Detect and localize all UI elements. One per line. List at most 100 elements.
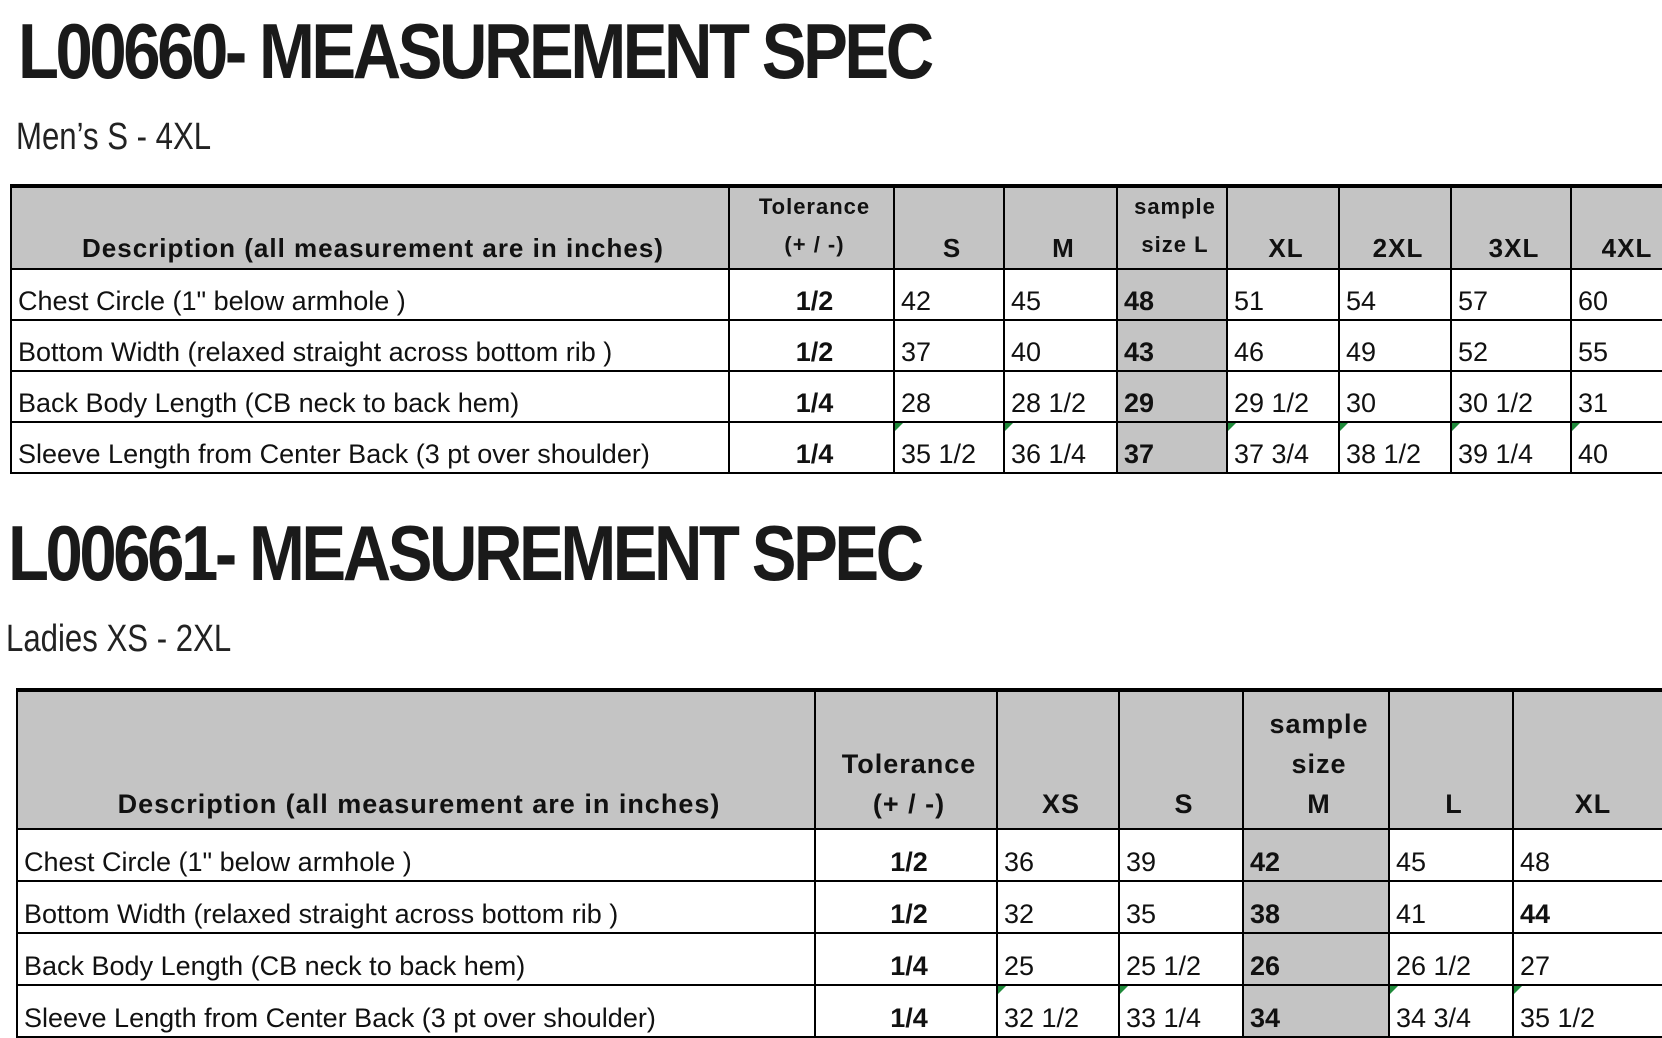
sample-size-value: 26 <box>1242 932 1390 986</box>
size-value: 57 <box>1450 268 1572 321</box>
sample-size-label: size <box>1291 749 1347 779</box>
tolerance-value: 1/4 <box>728 370 895 423</box>
size-value: 49 <box>1338 319 1452 372</box>
sample-size-value: 34 <box>1242 984 1390 1038</box>
sample-label: sample <box>1134 194 1216 219</box>
size-value: 26 1/2 <box>1388 932 1514 986</box>
size-value: 30 <box>1338 370 1452 423</box>
col-header-size: 4XL <box>1570 185 1662 270</box>
size-value: 29 1/2 <box>1226 370 1340 423</box>
table-row: Sleeve Length from Center Back (3 pt ove… <box>16 984 1662 1038</box>
spec-title-mens: L00660- MEASUREMENT SPEC <box>18 7 934 95</box>
col-header-size: 2XL <box>1338 185 1452 270</box>
col-header-size: XS <box>996 689 1120 830</box>
spec-subtitle-ladies: Ladies XS - 2XL <box>6 618 232 660</box>
sample-size-letter: M <box>1307 789 1331 819</box>
tolerance-range: (+ / -) <box>872 789 946 819</box>
size-value: 25 1/2 <box>1118 932 1244 986</box>
col-header-sample-size: sample size L <box>1116 185 1228 270</box>
size-value: 34 3/4 <box>1388 984 1514 1038</box>
size-value: 39 <box>1118 828 1244 882</box>
spec-title-ladies: L00661- MEASUREMENT SPEC <box>8 509 924 597</box>
size-value: 32 1/2 <box>996 984 1120 1038</box>
size-value: 35 1/2 <box>1512 984 1662 1038</box>
size-value: 44 <box>1512 880 1662 934</box>
tolerance-value: 1/2 <box>814 880 998 934</box>
sample-size-value: 43 <box>1116 319 1228 372</box>
size-value: 51 <box>1226 268 1340 321</box>
col-header-size: S <box>893 185 1005 270</box>
size-value: 36 <box>996 828 1120 882</box>
tolerance-value: 1/2 <box>814 828 998 882</box>
tolerance-value: 1/2 <box>728 319 895 372</box>
tolerance-value: 1/4 <box>814 984 998 1038</box>
sample-label: sample <box>1269 709 1369 739</box>
tolerance-value: 1/2 <box>728 268 895 321</box>
size-value: 38 1/2 <box>1338 421 1452 474</box>
spec-table-mens: Description (all measurement are in inch… <box>10 184 1662 474</box>
size-value: 41 <box>1388 880 1514 934</box>
size-value: 40 <box>1570 421 1662 474</box>
col-header-size: XL <box>1226 185 1340 270</box>
tolerance-label: Tolerance <box>758 194 871 219</box>
table-row: Sleeve Length from Center Back (3 pt ove… <box>10 421 1662 474</box>
table-row: Bottom Width (relaxed straight across bo… <box>16 880 1662 934</box>
col-header-size: 3XL <box>1450 185 1572 270</box>
table-row: Chest Circle (1" below armhole ) 1/2 36 … <box>16 828 1662 882</box>
tolerance-label: Tolerance <box>841 749 977 779</box>
size-value: 28 <box>893 370 1005 423</box>
table-row: Bottom Width (relaxed straight across bo… <box>10 319 1662 372</box>
table-row: Back Body Length (CB neck to back hem) 1… <box>10 370 1662 423</box>
size-value: 46 <box>1226 319 1340 372</box>
table-row: Chest Circle (1" below armhole ) 1/2 42 … <box>10 268 1662 321</box>
table-row: Back Body Length (CB neck to back hem) 1… <box>16 932 1662 986</box>
measurement-description: Bottom Width (relaxed straight across bo… <box>16 880 816 934</box>
measurement-description: Sleeve Length from Center Back (3 pt ove… <box>10 421 730 474</box>
sample-size-value: 48 <box>1116 268 1228 321</box>
size-value: 60 <box>1570 268 1662 321</box>
size-value: 37 <box>893 319 1005 372</box>
col-header-tolerance: Tolerance (+ / -) <box>728 185 895 270</box>
col-header-sample-size: sample size M <box>1242 689 1390 830</box>
size-value: 32 <box>996 880 1120 934</box>
col-header-size: S <box>1118 689 1244 830</box>
measurement-description: Back Body Length (CB neck to back hem) <box>16 932 816 986</box>
sample-size-value: 29 <box>1116 370 1228 423</box>
size-value: 48 <box>1512 828 1662 882</box>
tolerance-value: 1/4 <box>814 932 998 986</box>
measurement-description: Sleeve Length from Center Back (3 pt ove… <box>16 984 816 1038</box>
col-header-size: M <box>1003 185 1118 270</box>
size-value: 27 <box>1512 932 1662 986</box>
size-value: 45 <box>1003 268 1118 321</box>
table-header-row: Description (all measurement are in inch… <box>16 689 1662 830</box>
measurement-description: Bottom Width (relaxed straight across bo… <box>10 319 730 372</box>
size-value: 54 <box>1338 268 1452 321</box>
size-value: 37 3/4 <box>1226 421 1340 474</box>
size-value: 28 1/2 <box>1003 370 1118 423</box>
spec-table-ladies: Description (all measurement are in inch… <box>16 688 1662 1038</box>
table-header-row: Description (all measurement are in inch… <box>10 185 1662 270</box>
col-header-description: Description (all measurement are in inch… <box>16 689 816 830</box>
size-value: 35 <box>1118 880 1244 934</box>
col-header-size: L <box>1388 689 1514 830</box>
measurement-description: Chest Circle (1" below armhole ) <box>10 268 730 321</box>
tolerance-value: 1/4 <box>728 421 895 474</box>
sample-size-value: 37 <box>1116 421 1228 474</box>
col-header-description: Description (all measurement are in inch… <box>10 185 730 270</box>
size-value: 55 <box>1570 319 1662 372</box>
size-value: 36 1/4 <box>1003 421 1118 474</box>
sample-size-value: 38 <box>1242 880 1390 934</box>
col-header-tolerance: Tolerance (+ / -) <box>814 689 998 830</box>
measurement-description: Back Body Length (CB neck to back hem) <box>10 370 730 423</box>
measurement-description: Chest Circle (1" below armhole ) <box>16 828 816 882</box>
size-value: 39 1/4 <box>1450 421 1572 474</box>
size-value: 35 1/2 <box>893 421 1005 474</box>
size-value: 33 1/4 <box>1118 984 1244 1038</box>
size-value: 40 <box>1003 319 1118 372</box>
spec-subtitle-mens: Men’s S - 4XL <box>16 116 212 158</box>
size-value: 52 <box>1450 319 1572 372</box>
tolerance-range: (+ / -) <box>784 232 845 257</box>
size-value: 42 <box>893 268 1005 321</box>
sample-size-label: size L <box>1141 232 1209 257</box>
size-value: 30 1/2 <box>1450 370 1572 423</box>
